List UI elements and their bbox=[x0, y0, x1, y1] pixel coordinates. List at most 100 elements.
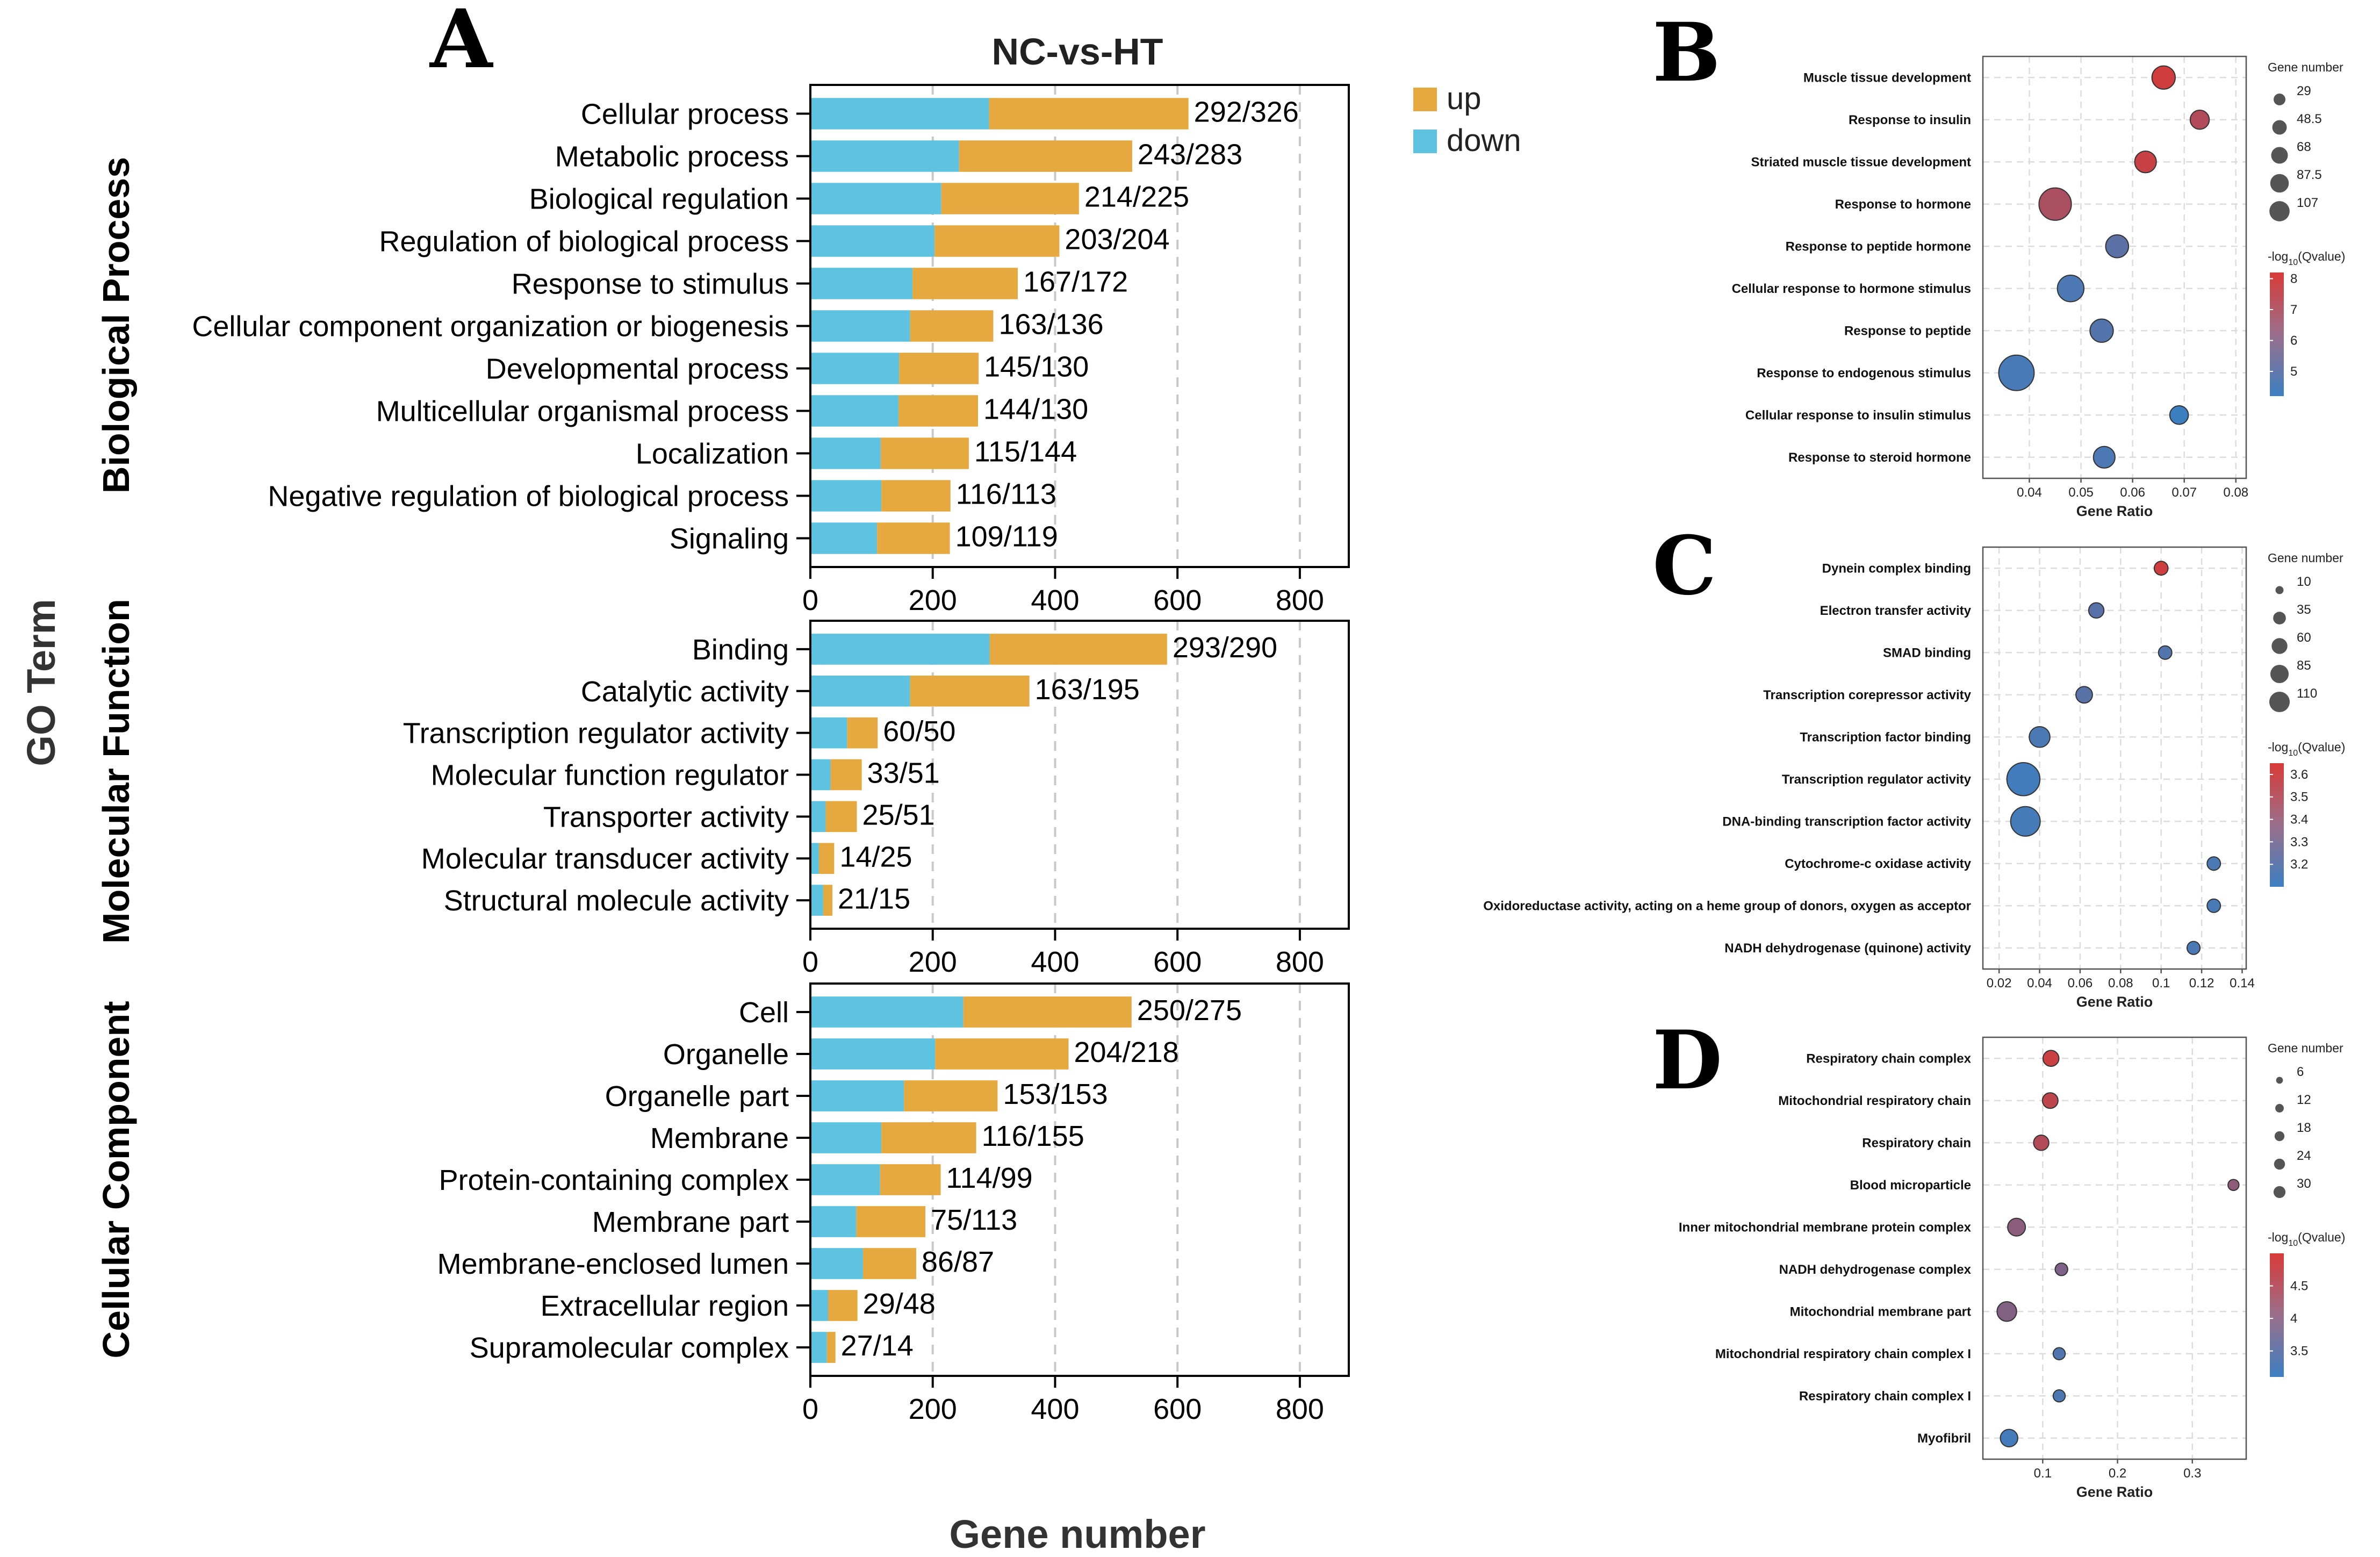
dot-x-tick-label: 0.06 bbox=[2068, 976, 2093, 991]
dot-x-tick-label: 0.1 bbox=[2034, 1466, 2052, 1481]
category-label-cell: Cell bbox=[739, 996, 789, 1029]
bar-panel-frame bbox=[809, 84, 1350, 568]
bar-up-membrane-part bbox=[856, 1206, 926, 1237]
bar-down-binding bbox=[810, 634, 990, 665]
bar-up-signaling bbox=[877, 522, 950, 554]
color-legend-label: 5 bbox=[2290, 364, 2297, 379]
bar-up-regulation-of-biological-process bbox=[934, 225, 1060, 257]
dot-nadh-dehydrogenase-complex bbox=[2054, 1262, 2068, 1276]
panel-letter-d: D bbox=[1652, 1013, 1722, 1108]
bar-value-label: 167/172 bbox=[1023, 266, 1128, 298]
dot-transcription-corepressor-activity bbox=[2075, 686, 2093, 704]
size-legend-label: 10 bbox=[2297, 575, 2311, 589]
color-legend-label: 3.5 bbox=[2290, 1344, 2308, 1359]
dot-respiratory-chain-complex bbox=[2042, 1050, 2060, 1067]
size-legend-label: 68 bbox=[2297, 140, 2311, 154]
dot-category-label: NADH dehydrogenase (quinone) activity bbox=[1724, 941, 1971, 956]
bar-panel-molecular-function: 293/290 Binding 163/195 Catalytic activity 6… bbox=[403, 620, 1350, 978]
dot-x-tick-label: 0.2 bbox=[2109, 1466, 2126, 1481]
bar-value-label: 115/144 bbox=[974, 435, 1077, 468]
size-legend-dot bbox=[2276, 1077, 2283, 1084]
bar-down-multicellular-organismal-process bbox=[810, 395, 898, 427]
bar-up-biological-regulation bbox=[941, 183, 1079, 214]
size-legend-title: Gene number bbox=[2268, 60, 2343, 74]
bar-up-molecular-function-regulator bbox=[830, 759, 862, 791]
size-legend-dot bbox=[2274, 1131, 2285, 1142]
legend-down-label: down bbox=[1447, 123, 1521, 158]
bar-value-label: 114/99 bbox=[946, 1162, 1033, 1194]
dot-category-label: Oxidoreductase activity, acting on a hem… bbox=[1483, 899, 1971, 913]
dot-category-label: Response to endogenous stimulus bbox=[1757, 366, 1971, 381]
bar-down-developmental-process bbox=[810, 353, 900, 384]
size-legend-label: 87.5 bbox=[2297, 168, 2322, 182]
bar-up-metabolic-process bbox=[959, 140, 1132, 172]
category-label-metabolic-process: Metabolic process bbox=[555, 141, 789, 173]
dot-cytochrome-c-oxidase-activity bbox=[2206, 856, 2221, 871]
color-legend-label: 3.6 bbox=[2290, 767, 2308, 782]
x-tick-label: 800 bbox=[1276, 946, 1324, 978]
dot-striated-muscle-tissue-development bbox=[2134, 150, 2157, 174]
dot-smad-binding bbox=[2158, 645, 2173, 660]
x-tick-label: 400 bbox=[1031, 584, 1079, 616]
dot-x-tick-label: 0.07 bbox=[2172, 485, 2197, 500]
bar-down-metabolic-process bbox=[810, 140, 959, 172]
size-legend-label: 30 bbox=[2297, 1176, 2311, 1191]
bar-chart-panels: 292/326 Cellular process 243/283 Metabolic … bbox=[192, 84, 1350, 1425]
bar-down-molecular-function-regulator bbox=[810, 759, 831, 791]
dot-response-to-hormone bbox=[2038, 187, 2072, 221]
bar-up-organelle-part bbox=[904, 1080, 998, 1111]
color-legend-label: 8 bbox=[2290, 272, 2297, 286]
x-tick-label: 0 bbox=[802, 946, 818, 978]
dot-x-tick-label: 0.08 bbox=[2108, 976, 2133, 991]
size-legend-label: 29 bbox=[2297, 84, 2311, 98]
dot-category-label: Cytochrome-c oxidase activity bbox=[1785, 857, 1971, 871]
size-legend-dot bbox=[2274, 94, 2285, 105]
bar-up-protein-containing-complex bbox=[880, 1164, 941, 1195]
dot-category-label: Mitochondrial membrane part bbox=[1790, 1304, 1971, 1319]
bar-value-label: 204/218 bbox=[1074, 1036, 1179, 1068]
size-legend-label: 60 bbox=[2297, 630, 2311, 645]
dot-cellular-response-to-insulin-stimulus bbox=[2169, 405, 2189, 425]
bar-down-membrane bbox=[810, 1122, 882, 1153]
dot-category-label: Transcription factor binding bbox=[1800, 730, 1971, 744]
bar-panel-background bbox=[810, 621, 1349, 929]
dot-dna-binding-transcription-factor-activity bbox=[2010, 806, 2041, 837]
group-label-cellular-component: Cellular Component bbox=[95, 1001, 137, 1358]
bar-value-label: 163/136 bbox=[998, 308, 1103, 340]
dot-x-tick-label: 0.02 bbox=[1987, 976, 2012, 991]
category-label-molecular-transducer-activity: Molecular transducer activity bbox=[421, 843, 789, 875]
bar-down-catalytic-activity bbox=[810, 675, 910, 707]
category-label-membrane-part: Membrane part bbox=[592, 1206, 789, 1238]
color-legend-label: 3.4 bbox=[2290, 813, 2308, 827]
dot-x-tick-label: 0.04 bbox=[2027, 976, 2052, 991]
dot-category-label: Inner mitochondrial membrane protein com… bbox=[1679, 1220, 1972, 1235]
bar-value-label: 33/51 bbox=[867, 757, 940, 790]
x-tick-label: 200 bbox=[909, 946, 957, 978]
category-label-membrane-enclosed-lumen: Membrane-enclosed lumen bbox=[437, 1248, 789, 1280]
bar-chart-xlabel: Gene number bbox=[950, 1512, 1206, 1556]
category-label-organelle-part: Organelle part bbox=[605, 1080, 789, 1113]
color-legend-label: 3.5 bbox=[2290, 790, 2308, 805]
size-legend-dot bbox=[2270, 174, 2289, 193]
bar-down-membrane-part bbox=[810, 1206, 857, 1237]
dot-dynein-complex-binding bbox=[2153, 561, 2169, 576]
bar-panel-frame bbox=[809, 620, 1350, 930]
dot-category-label: Response to hormone bbox=[1835, 197, 1971, 212]
category-label-protein-containing-complex: Protein-containing complex bbox=[439, 1164, 789, 1196]
category-label-transporter-activity: Transporter activity bbox=[543, 801, 789, 833]
category-label-transcription-regulator-activity: Transcription regulator activity bbox=[403, 717, 789, 750]
dot-category-label: Response to insulin bbox=[1849, 113, 1971, 127]
panel-letter-a: A bbox=[429, 0, 494, 87]
dot-panel-frame bbox=[1982, 1036, 2247, 1460]
color-legend-title: -log10(Qvalue) bbox=[2268, 1230, 2345, 1248]
color-legend-label: 4.5 bbox=[2290, 1279, 2308, 1294]
dot-x-tick-label: 0.14 bbox=[2230, 976, 2255, 991]
dot-panel-b: Muscle tissue development Response to ins… bbox=[1732, 55, 2345, 519]
x-tick-label: 200 bbox=[909, 1393, 957, 1425]
dot-oxidoreductase-activity-acting-on-a-heme-group-of-donors-oxygen-as-acceptor bbox=[2206, 898, 2221, 913]
dot-category-label: DNA-binding transcription factor activit… bbox=[1722, 814, 1971, 829]
bar-down-organelle-part bbox=[810, 1080, 904, 1111]
bar-up-molecular-transducer-activity bbox=[818, 843, 835, 874]
bar-up-membrane bbox=[881, 1122, 976, 1153]
dot-plot-panels: Muscle tissue development Response to ins… bbox=[1483, 55, 2345, 1500]
